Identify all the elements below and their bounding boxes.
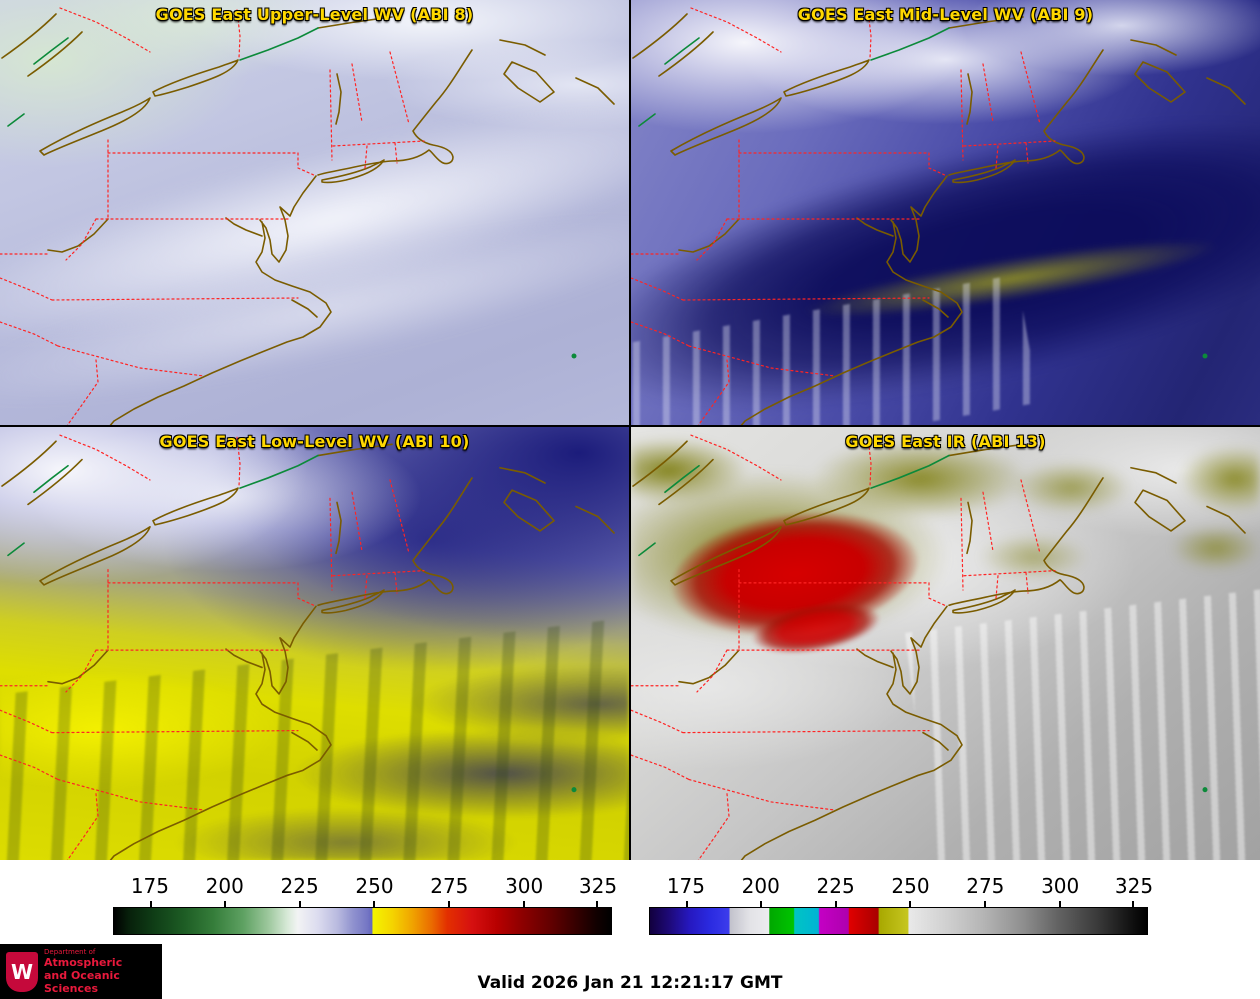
- colorbar-tick: [1132, 901, 1135, 907]
- wv-upper-imagery: [0, 0, 629, 425]
- colorbar-tick-label: 325: [1114, 874, 1154, 898]
- panel-low-level-wv: GOES East Low-Level WV (ABI 10): [0, 427, 629, 860]
- colorbar-tick-label: 275: [430, 874, 469, 898]
- colorbar-tick: [522, 901, 525, 907]
- uw-crest-icon: W: [6, 951, 38, 992]
- colorbar-tick: [760, 901, 763, 907]
- wv-low-imagery: [0, 427, 629, 860]
- colorbar-tick: [596, 901, 599, 907]
- logo-text: Department of Atmospheric and Oceanic Sc…: [44, 948, 156, 996]
- panel-title: GOES East Upper-Level WV (ABI 8): [155, 5, 474, 24]
- colorbar-wv-gradient: [113, 901, 612, 935]
- panel-title: GOES East Mid-Level WV (ABI 9): [797, 5, 1094, 24]
- uw-aos-logo: W Department of Atmospheric and Oceanic …: [0, 944, 162, 999]
- colorbar-tick: [373, 901, 376, 907]
- colorbar-tick: [1058, 901, 1061, 907]
- logo-line-2: and Oceanic Sciences: [44, 969, 120, 996]
- panel-title: GOES East Low-Level WV (ABI 10): [159, 432, 470, 451]
- colorbar-tick-label: 225: [816, 874, 855, 898]
- colorbar-tick: [834, 901, 837, 907]
- colorbar-tick-label: 275: [966, 874, 1005, 898]
- colorbar-ir-gradient: [649, 901, 1148, 935]
- panel-ir: GOES East IR (ABI 13): [631, 427, 1260, 860]
- logo-line-1: Atmospheric: [44, 955, 123, 969]
- panel-mid-level-wv: GOES East Mid-Level WV (ABI 9): [631, 0, 1260, 425]
- logo-dept-line: Department of: [44, 947, 96, 956]
- ir-imagery: [631, 427, 1260, 860]
- colorbar-tick-label: 250: [355, 874, 394, 898]
- colorbar-tick: [224, 901, 227, 907]
- colorbar-tick-label: 300: [505, 874, 544, 898]
- valid-time: Valid 2026 Jan 21 12:21:17 GMT: [477, 973, 783, 993]
- panel-grid: GOES East Upper-Level WV (ABI 8) GOES Ea…: [0, 0, 1260, 860]
- ocean-cloud-streaks-feature: [905, 586, 1260, 860]
- colorbar-tick: [149, 901, 152, 907]
- panel-title: GOES East IR (ABI 13): [845, 432, 1046, 451]
- colorbar-ir: 175 200 225 250 275 300 325: [649, 874, 1153, 935]
- wv-mid-imagery: [631, 0, 1260, 425]
- colorbar-tick-label: 175: [130, 874, 170, 898]
- colorbar-tick-label: 325: [578, 874, 618, 898]
- colorbar-wv-labels: 175 200 225 250 275 300 325: [113, 874, 617, 900]
- colorbar-tick-label: 250: [891, 874, 930, 898]
- colorbar-tick: [685, 901, 688, 907]
- colorbar-tick: [447, 901, 450, 907]
- colorbar-tick-label: 175: [666, 874, 706, 898]
- colorbar-ir-labels: 175 200 225 250 275 300 325: [649, 874, 1153, 900]
- colorbar-wv: 175 200 225 250 275 300 325: [113, 874, 617, 935]
- colorbar-tick-label: 225: [280, 874, 319, 898]
- colorbar-tick: [983, 901, 986, 907]
- colorbar-tick-label: 200: [741, 874, 780, 898]
- panel-upper-level-wv: GOES East Upper-Level WV (ABI 8): [0, 0, 629, 425]
- colorbar-tick: [909, 901, 912, 907]
- crest-letter: W: [10, 959, 34, 984]
- colorbar-tick-label: 200: [205, 874, 244, 898]
- colorbar-tick: [298, 901, 301, 907]
- colorbar-tick-label: 300: [1041, 874, 1080, 898]
